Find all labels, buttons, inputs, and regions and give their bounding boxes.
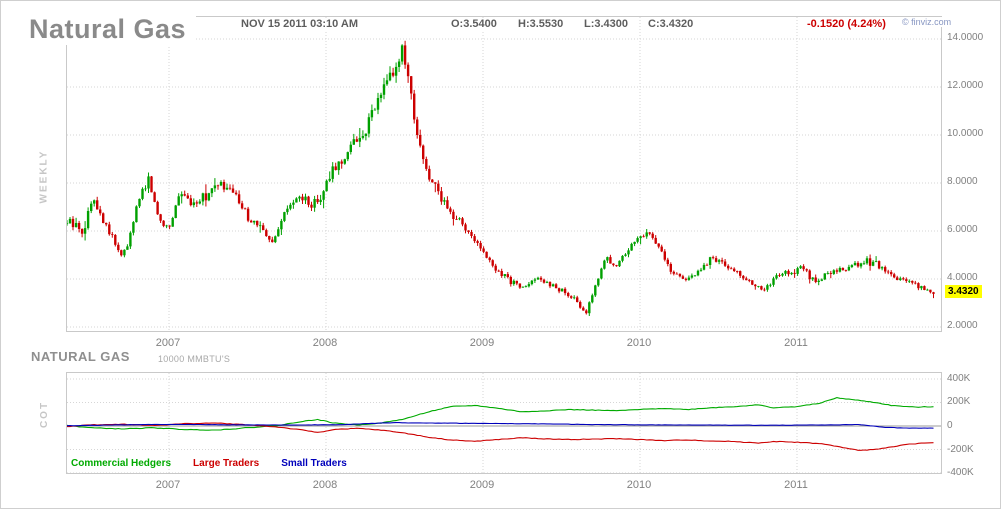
price-year-label: 2008: [312, 337, 338, 349]
current-price-tag: 3.4320: [945, 284, 982, 298]
price-year-label: 2009: [469, 337, 495, 349]
price-axis-label: 10.0000: [947, 128, 984, 140]
price-candlestick-chart: [66, 16, 942, 332]
price-year-label: 2011: [784, 337, 808, 349]
cot-legend: Commercial Hedgers Large Traders Small T…: [71, 458, 347, 469]
quote-high: H:3.5530: [518, 18, 564, 30]
cot-line-chart: [66, 372, 942, 474]
price-axis-label: 12.0000: [947, 80, 984, 92]
price-axis-label: 8.0000: [947, 176, 978, 188]
cot-section-title: NATURAL GAS: [31, 349, 130, 364]
quote-timestamp: NOV 15 2011 03:10 AM: [241, 18, 358, 30]
page-title: Natural Gas: [29, 14, 197, 45]
finviz-watermark-link[interactable]: © finviz.com: [902, 17, 952, 27]
cot-axis-label: -400K: [947, 467, 974, 478]
legend-large-traders: Large Traders: [193, 458, 260, 469]
quote-close: C:3.4320: [648, 18, 694, 30]
legend-commercial-hedgers: Commercial Hedgers: [71, 458, 172, 469]
legend-small-traders: Small Traders: [281, 458, 347, 469]
cot-year-label: 2010: [626, 479, 652, 491]
quote-low: L:3.4300: [584, 18, 629, 30]
cot-axis-label: -200K: [947, 443, 974, 455]
weekly-timeframe-label: WEEKLY: [38, 149, 50, 204]
cot-contract-units-label: 10000 MMBTU'S: [158, 354, 231, 364]
cot-year-label: 2011: [784, 479, 808, 491]
price-axis-label: 14.0000: [947, 32, 984, 44]
cot-year-label: 2009: [469, 479, 495, 491]
quote-change: -0.1520 (4.24%): [807, 18, 886, 30]
cot-axis-label: 200K: [947, 396, 971, 408]
price-axis-label: 4.0000: [947, 272, 978, 283]
quote-open: O:3.5400: [451, 18, 497, 30]
cot-year-label: 2008: [312, 479, 338, 491]
price-axis-label: 6.0000: [947, 224, 978, 236]
price-year-label: 2007: [155, 337, 181, 349]
cot-axis-label: 400K: [947, 372, 971, 384]
cot-year-label: 2007: [155, 479, 181, 491]
cot-axis-label: 0: [947, 419, 953, 431]
price-axis-label: 2.0000: [947, 320, 978, 331]
cot-side-label: COT: [39, 400, 51, 429]
price-year-label: 2010: [626, 337, 652, 349]
